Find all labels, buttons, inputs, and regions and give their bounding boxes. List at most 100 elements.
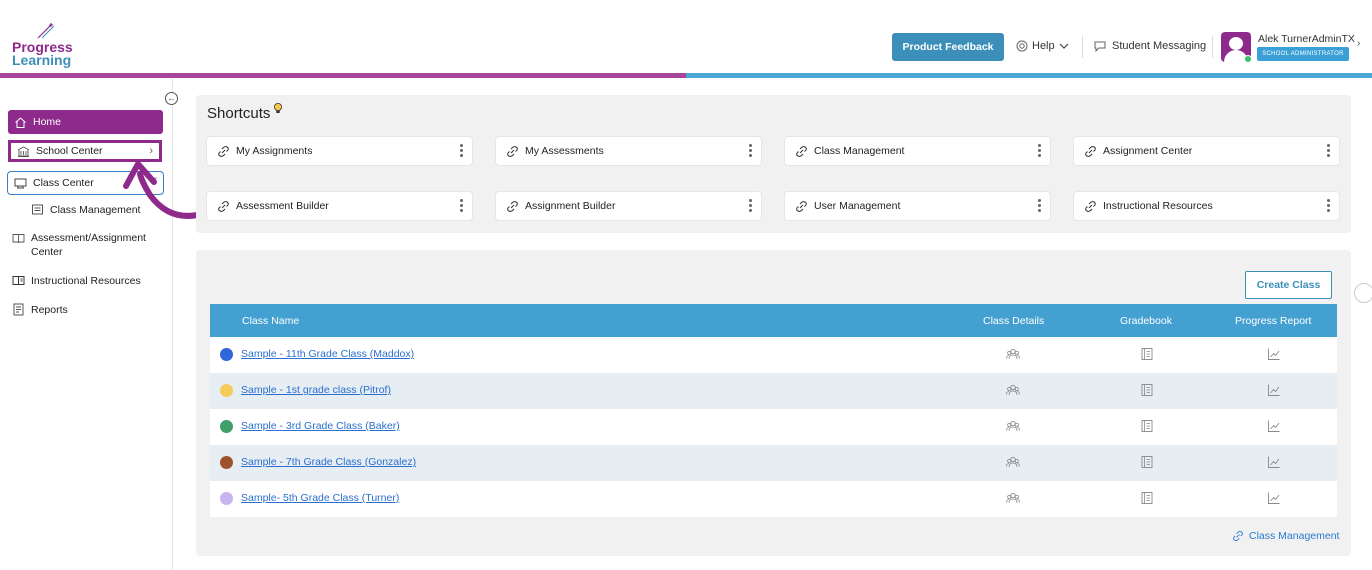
link-icon [218, 200, 229, 212]
header-accent-bar-purple [0, 73, 686, 78]
sidebar-item-school-center[interactable]: School Center › [8, 140, 162, 162]
sidebar-item-label: Instructional Resources [31, 274, 141, 287]
sidebar-item-instructional-resources[interactable]: Instructional Resources [12, 274, 141, 287]
kebab-menu-icon[interactable] [749, 199, 753, 215]
class-management-icon [32, 204, 43, 215]
logo-text-learning: Learning [12, 52, 72, 68]
lightbulb-icon [274, 103, 282, 113]
progress-report-icon[interactable] [1267, 347, 1281, 361]
class-color-dot [220, 456, 233, 469]
link-icon [507, 145, 518, 157]
kebab-menu-icon[interactable] [749, 144, 753, 160]
class-management-footer-link[interactable]: Class Management [1232, 530, 1339, 542]
header-divider [1212, 36, 1213, 58]
link-icon [507, 200, 518, 212]
sidebar-item-label: School Center [36, 145, 103, 157]
kebab-menu-icon[interactable] [1327, 144, 1331, 160]
student-messaging-link[interactable]: Student Messaging [1094, 40, 1206, 52]
class-color-dot [220, 348, 233, 361]
class-details-icon[interactable] [1006, 347, 1020, 361]
sidebar-item-label-line2: Center [31, 246, 63, 258]
create-class-button[interactable]: Create Class [1245, 271, 1332, 299]
collapse-sidebar-icon[interactable]: ← [165, 92, 178, 105]
gradebook-icon[interactable] [1140, 419, 1154, 433]
kebab-menu-icon[interactable] [1038, 144, 1042, 160]
shortcut-label: Instructional Resources [1103, 200, 1213, 212]
shortcut-label: Assignment Center [1103, 145, 1193, 157]
table-row: Sample - 11th Grade Class (Maddox) [210, 337, 1337, 373]
chat-bubble-icon [1094, 41, 1106, 52]
shortcut-assessment-builder[interactable]: Assessment Builder [206, 191, 473, 221]
class-details-icon[interactable] [1006, 383, 1020, 397]
class-name-link[interactable]: Sample - 11th Grade Class (Maddox) [241, 348, 415, 360]
table-row: Sample - 3rd Grade Class (Baker) [210, 409, 1337, 445]
progress-report-icon[interactable] [1267, 419, 1281, 433]
progress-learning-logo[interactable]: Progress Learning [12, 22, 92, 70]
open-book-icon [12, 234, 25, 244]
class-color-dot [220, 420, 233, 433]
progress-report-icon[interactable] [1267, 383, 1281, 397]
class-name-link[interactable]: Sample- 5th Grade Class (Turner) [241, 492, 400, 504]
class-board-icon [14, 178, 27, 188]
logo-text-progress: Progress [12, 39, 73, 55]
shortcut-class-management[interactable]: Class Management [784, 136, 1051, 166]
sidebar-item-label: Class Center [33, 177, 94, 189]
sidebar-item-home[interactable]: Home [8, 110, 163, 134]
shortcut-label: Assignment Builder [525, 200, 616, 212]
product-feedback-button[interactable]: Product Feedback [892, 33, 1004, 61]
class-name-link[interactable]: Sample - 1st grade class (Pitrof) [241, 384, 391, 396]
report-document-icon [13, 303, 24, 316]
class-details-icon[interactable] [1006, 419, 1020, 433]
gradebook-icon[interactable] [1140, 383, 1154, 397]
kebab-menu-icon[interactable] [1038, 199, 1042, 215]
online-status-dot [1244, 55, 1252, 63]
class-details-icon[interactable] [1006, 455, 1020, 469]
shortcut-label: Assessment Builder [236, 200, 329, 212]
shortcut-assignment-center[interactable]: Assignment Center [1073, 136, 1340, 166]
shortcut-label: User Management [814, 200, 901, 212]
link-icon [1233, 531, 1243, 541]
kebab-menu-icon[interactable] [1327, 199, 1331, 215]
link-icon [796, 145, 807, 157]
column-header-class-details: Class Details [983, 315, 1045, 327]
help-menu[interactable]: Help [1016, 40, 1069, 52]
class-name-link[interactable]: Sample - 3rd Grade Class (Baker) [241, 420, 400, 432]
progress-report-icon[interactable] [1267, 491, 1281, 505]
sidebar-item-assessment-assignment-center[interactable]: Assessment/Assignment Center [12, 231, 146, 259]
top-header: Progress Learning Product Feedback Help … [0, 0, 1372, 73]
sidebar-item-reports[interactable]: Reports [12, 303, 68, 316]
logo-sparkle-icon [37, 23, 55, 39]
progress-report-icon[interactable] [1267, 455, 1281, 469]
gradebook-icon[interactable] [1140, 347, 1154, 361]
shortcut-label: Class Management [814, 145, 905, 157]
shortcut-assignment-builder[interactable]: Assignment Builder [495, 191, 762, 221]
user-name: Alek TurnerAdminTX [1258, 33, 1355, 45]
gradebook-icon[interactable] [1140, 455, 1154, 469]
book-resources-icon [12, 276, 25, 285]
sidebar-item-label: Class Management [50, 203, 141, 216]
shortcut-my-assessments[interactable]: My Assessments [495, 136, 762, 166]
help-label: Help [1032, 40, 1055, 52]
class-details-icon[interactable] [1006, 491, 1020, 505]
gradebook-icon[interactable] [1140, 491, 1154, 505]
chevron-down-icon [1059, 43, 1069, 49]
link-icon [218, 145, 229, 157]
annotation-arrow-icon [123, 161, 211, 219]
sidebar-item-label: Reports [31, 303, 68, 316]
footer-link-label: Class Management [1249, 530, 1340, 542]
shortcut-my-assignments[interactable]: My Assignments [206, 136, 473, 166]
link-icon [1085, 200, 1096, 212]
kebab-menu-icon[interactable] [460, 144, 464, 160]
kebab-menu-icon[interactable] [460, 199, 464, 215]
header-accent-bar-blue [686, 73, 1372, 78]
class-name-link[interactable]: Sample - 7th Grade Class (Gonzalez) [241, 456, 417, 468]
user-menu-chevron-icon[interactable]: › [1357, 38, 1361, 49]
home-icon [15, 116, 26, 128]
shortcut-instructional-resources[interactable]: Instructional Resources [1073, 191, 1340, 221]
sidebar-item-class-management[interactable]: Class Management [31, 203, 140, 216]
scroll-handle[interactable] [1354, 283, 1372, 303]
shortcut-user-management[interactable]: User Management [784, 191, 1051, 221]
shortcut-label: My Assignments [236, 145, 313, 157]
help-lifebuoy-icon [1016, 40, 1028, 52]
sidebar-item-label: Assessment/Assignment [31, 232, 146, 244]
